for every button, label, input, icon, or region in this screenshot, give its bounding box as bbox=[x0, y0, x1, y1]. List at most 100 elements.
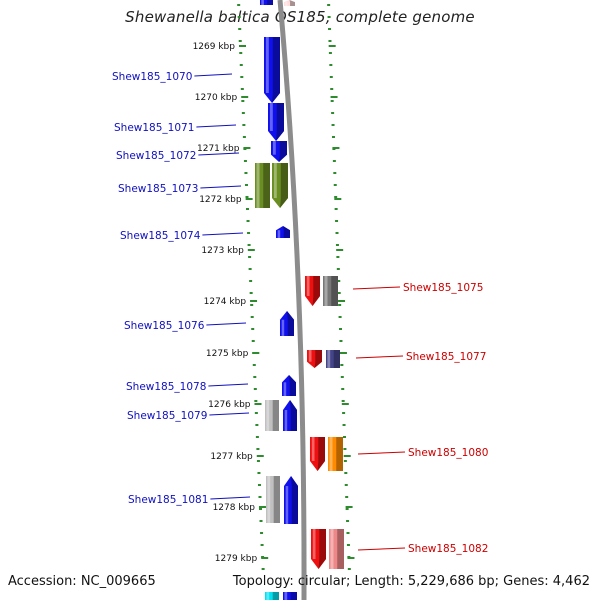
gene-label-shew185_1078[interactable]: Shew185_1078 bbox=[126, 381, 249, 393]
tick-dot bbox=[237, 16, 241, 18]
tick-dot bbox=[259, 508, 263, 510]
tick-dot bbox=[247, 232, 251, 234]
gene-arrow-shew185_1074[interactable] bbox=[276, 226, 290, 238]
gene-label-shew185_1081[interactable]: Shew185_1081 bbox=[128, 494, 251, 506]
tick-dot bbox=[255, 436, 259, 438]
gene-label-shew185_1075[interactable]: Shew185_1075 bbox=[352, 282, 483, 294]
gene-label-shew185_1082[interactable]: Shew185_1082 bbox=[357, 543, 488, 555]
topology-text: Topology: circular; Length: 5,229,686 bp… bbox=[232, 574, 590, 589]
tick-dot bbox=[330, 88, 334, 90]
feature-block bbox=[328, 437, 343, 471]
tick-label: 1271 kbp bbox=[197, 144, 240, 154]
tick-dot bbox=[340, 376, 344, 378]
tick-dot bbox=[345, 508, 349, 510]
tick-dot bbox=[246, 208, 250, 210]
gene-label-pointer bbox=[357, 451, 406, 455]
major-tick bbox=[328, 45, 336, 47]
tick-dot bbox=[329, 64, 333, 66]
gene-label-pointer bbox=[352, 286, 401, 290]
gene-arrow-shew185_1072[interactable] bbox=[271, 141, 287, 162]
tick-dot bbox=[250, 316, 254, 318]
tick-dot bbox=[346, 532, 350, 534]
gene-arrow-shew185_1070[interactable] bbox=[264, 37, 280, 103]
major-tick bbox=[241, 96, 249, 98]
major-tick bbox=[247, 249, 255, 251]
gene-label-shew185_1080[interactable]: Shew185_1080 bbox=[357, 447, 488, 459]
gene-label-text: Shew185_1082 bbox=[408, 543, 488, 555]
tick-dot bbox=[250, 304, 254, 306]
tick-dot bbox=[345, 496, 349, 498]
tick-dot bbox=[346, 544, 350, 546]
gene-arrow-shew185_1081[interactable] bbox=[284, 476, 298, 524]
major-tick bbox=[254, 403, 262, 405]
tick-dot bbox=[331, 136, 335, 138]
tick-dot bbox=[342, 424, 346, 426]
major-tick bbox=[341, 403, 349, 405]
tick-dot bbox=[335, 220, 339, 222]
tick-dot bbox=[328, 52, 332, 54]
tick-dot bbox=[239, 64, 243, 66]
gene-label-shew185_1070[interactable]: Shew185_1070 bbox=[112, 71, 233, 83]
major-tick bbox=[261, 557, 269, 559]
gene-label-pointer bbox=[194, 73, 233, 77]
gene-label-text: Shew185_1076 bbox=[124, 320, 205, 332]
gene-arrow-shew185_1078[interactable] bbox=[282, 375, 296, 396]
gene-arrow-shew185_1073[interactable] bbox=[272, 163, 288, 208]
feature-block bbox=[265, 400, 279, 431]
gene-label-text: Shew185_1071 bbox=[114, 122, 194, 134]
gene-arrow-shew185_1080[interactable] bbox=[310, 437, 325, 471]
gene-label-pointer bbox=[210, 496, 251, 500]
tick-dot bbox=[332, 160, 336, 162]
tick-dot bbox=[335, 244, 339, 246]
gene-label-text: Shew185_1079 bbox=[127, 410, 207, 422]
tick-dot bbox=[342, 412, 346, 414]
tick-label: 1278 kbp bbox=[213, 503, 256, 513]
tick-dot bbox=[337, 280, 341, 282]
gene-label-pointer bbox=[357, 547, 406, 551]
gene-label-pointer bbox=[209, 412, 250, 416]
gene-label-shew185_1072[interactable]: Shew185_1072 bbox=[116, 150, 240, 162]
tick-dot bbox=[238, 40, 242, 42]
tick-dot bbox=[343, 448, 347, 450]
tick-label: 1273 kbp bbox=[201, 246, 244, 256]
major-tick bbox=[256, 455, 264, 457]
gene-arrow-shew185_1082[interactable] bbox=[311, 529, 326, 569]
gene-label-shew185_1077[interactable]: Shew185_1077 bbox=[355, 351, 486, 363]
gene-label-shew185_1071[interactable]: Shew185_1071 bbox=[114, 122, 237, 134]
tick-dot bbox=[347, 568, 351, 570]
tick-dot bbox=[334, 208, 338, 210]
tick-dot bbox=[239, 52, 243, 54]
gene-label-shew185_1079[interactable]: Shew185_1079 bbox=[127, 410, 250, 422]
gene-label-text: Shew185_1078 bbox=[126, 381, 206, 393]
tick-dot bbox=[255, 424, 259, 426]
major-tick bbox=[238, 45, 246, 47]
feature-block bbox=[329, 529, 344, 569]
gene-label-text: Shew185_1081 bbox=[128, 494, 208, 506]
tick-dot bbox=[240, 76, 244, 78]
tick-dot bbox=[330, 100, 334, 102]
tick-label: 1270 kbp bbox=[195, 93, 238, 103]
gene-arrow-shew185_1076[interactable] bbox=[280, 311, 294, 336]
feature-block bbox=[284, 0, 295, 6]
tick-dot bbox=[245, 196, 249, 198]
major-tick bbox=[334, 198, 342, 200]
tick-dot bbox=[337, 292, 341, 294]
major-tick bbox=[347, 557, 355, 559]
gene-arrow-shew185_1077[interactable] bbox=[307, 350, 322, 368]
tick-dot bbox=[336, 256, 340, 258]
tick-dot bbox=[258, 496, 262, 498]
gene-arrow-shew185_1071[interactable] bbox=[268, 103, 284, 141]
gene-label-shew185_1074[interactable]: Shew185_1074 bbox=[120, 230, 244, 242]
gene-label-shew185_1073[interactable]: Shew185_1073 bbox=[118, 183, 242, 195]
feature-block bbox=[260, 0, 273, 5]
gene-label-shew185_1076[interactable]: Shew185_1076 bbox=[124, 320, 247, 332]
tick-label: 1274 kbp bbox=[204, 297, 247, 307]
coordinate-ticks: 1269 kbp 1270 kbp 1271 kbp 1272 kbp 1273 kbp… bbox=[193, 42, 355, 564]
genome-backbone bbox=[277, 0, 307, 600]
major-tick bbox=[338, 300, 346, 302]
tick-dot bbox=[338, 304, 342, 306]
gene-arrow-shew185_1075[interactable] bbox=[305, 276, 320, 306]
tick-dot bbox=[240, 88, 244, 90]
gene-arrow-shew185_1079[interactable] bbox=[283, 400, 297, 431]
